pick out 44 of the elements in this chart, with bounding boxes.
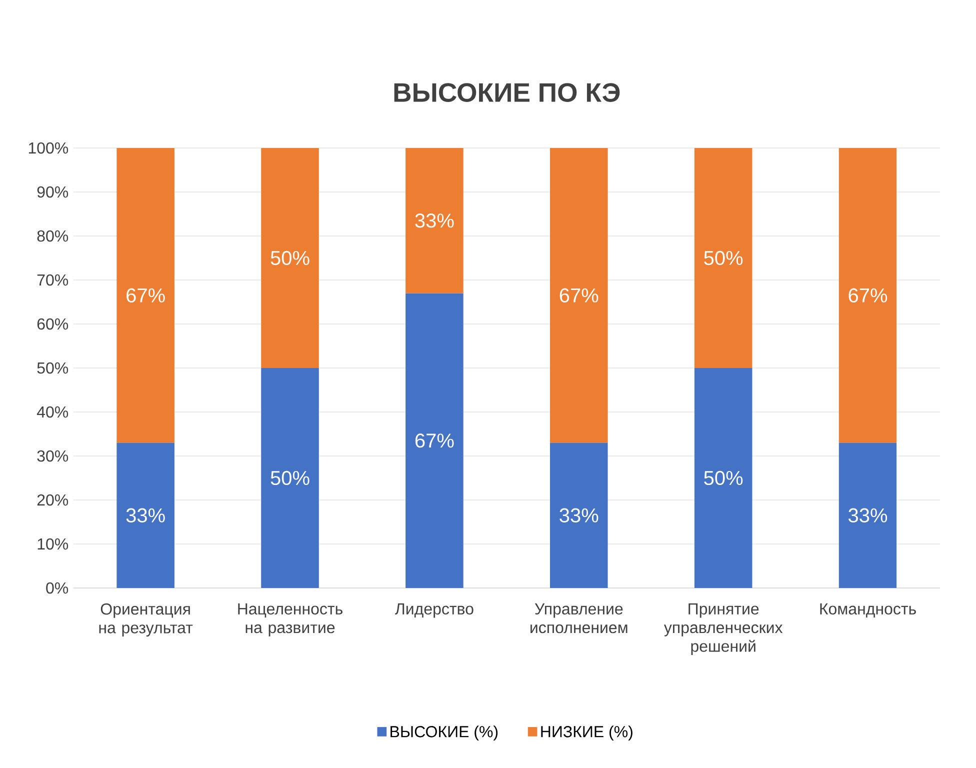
data-label: 50% bbox=[704, 250, 743, 266]
data-label: 67% bbox=[415, 434, 454, 448]
bar bbox=[838, 442, 897, 588]
x-tick-label: Лидерство bbox=[395, 603, 474, 618]
y-tick-label: 0% bbox=[46, 582, 68, 594]
bar bbox=[694, 368, 752, 588]
data-label: 67% bbox=[848, 288, 888, 302]
y-tick-label: 100% bbox=[28, 142, 68, 154]
y-tick-label: 90% bbox=[37, 186, 68, 198]
bar bbox=[550, 148, 608, 443]
legend-label: НИЗКИЕ (%) bbox=[541, 726, 632, 740]
bar bbox=[694, 148, 752, 368]
bar bbox=[838, 148, 897, 443]
data-label: 33% bbox=[560, 508, 598, 522]
data-label: 33% bbox=[848, 508, 888, 522]
chart-title: ВЫСОКИЕ ПО КЭ bbox=[394, 83, 620, 102]
x-tick-label: Командность bbox=[820, 603, 916, 618]
x-tick-label: Ориентация на результат bbox=[99, 603, 193, 637]
bar bbox=[116, 442, 174, 588]
data-label: 33% bbox=[126, 508, 165, 522]
bar bbox=[550, 442, 608, 588]
y-tick-label: 70% bbox=[37, 274, 68, 286]
bar bbox=[261, 368, 319, 588]
y-tick-label: 50% bbox=[37, 362, 68, 374]
data-label: 50% bbox=[270, 470, 310, 486]
y-tick-label: 20% bbox=[37, 494, 68, 506]
bar bbox=[261, 148, 319, 368]
data-label: 50% bbox=[270, 250, 310, 266]
data-label: 33% bbox=[415, 214, 454, 228]
x-tick-label: Управление исполнением bbox=[530, 603, 628, 634]
data-label: 50% bbox=[704, 470, 743, 486]
y-tick-label: 10% bbox=[38, 538, 68, 550]
data-label: 67% bbox=[560, 288, 598, 302]
y-tick-label: 80% bbox=[37, 230, 68, 242]
x-tick-label: Принятие управленческих решений bbox=[664, 603, 783, 656]
y-tick-label: 60% bbox=[37, 318, 68, 330]
y-tick-label: 40% bbox=[36, 406, 68, 418]
y-tick-label: 30% bbox=[37, 450, 68, 462]
bar bbox=[406, 293, 464, 588]
bar bbox=[406, 148, 464, 294]
x-tick-label: Нацеленность на развитие bbox=[238, 603, 342, 636]
data-label: 67% bbox=[126, 288, 165, 302]
bar bbox=[116, 148, 174, 443]
legend-label: ВЫСОКИЕ (%) bbox=[390, 726, 498, 740]
